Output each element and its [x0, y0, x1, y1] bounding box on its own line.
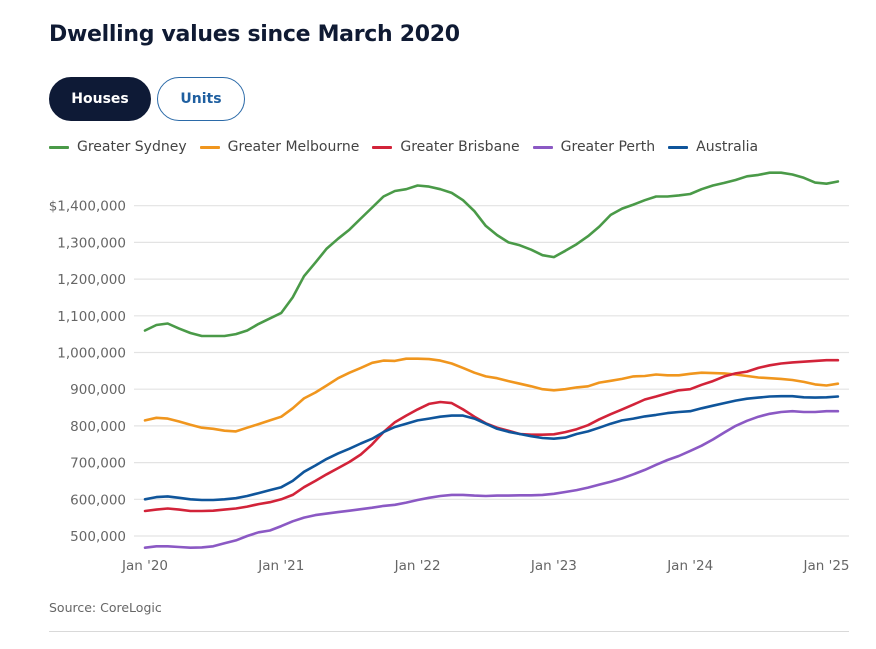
legend-item-perth[interactable]: Greater Perth	[532, 139, 656, 155]
y-tick-label: 700,000	[70, 456, 126, 472]
y-tick-label: 600,000	[70, 492, 126, 508]
legend-label: Greater Perth	[560, 139, 656, 155]
y-tick-label: 1,200,000	[57, 272, 126, 288]
legend-label: Greater Melbourne	[227, 139, 360, 155]
legend-label: Australia	[696, 139, 759, 155]
series-line-greater-sydney[interactable]	[143, 171, 840, 338]
y-tick-label: 1,100,000	[57, 309, 126, 325]
y-tick-label: 800,000	[70, 419, 126, 435]
x-tick-label: Jan '24	[666, 558, 713, 574]
tab-units[interactable]: Units	[157, 77, 245, 121]
y-tick-label: 500,000	[70, 529, 126, 545]
x-axis-ticks: Jan '20 Jan '21 Jan '22 Jan '23 Jan '24 Jan '…	[121, 558, 850, 574]
legend-item-brisbane[interactable]: Greater Brisbane	[372, 139, 520, 155]
legend-label: Greater Sydney	[77, 139, 187, 155]
source-note: Source: CoreLogic	[49, 600, 162, 615]
legend-swatch	[668, 145, 689, 149]
series-lines	[143, 171, 840, 550]
series-line-greater-perth[interactable]	[143, 409, 840, 550]
legend-item-melbourne[interactable]: Greater Melbourne	[199, 139, 360, 155]
chart-title: Dwelling values since March 2020	[49, 22, 460, 47]
y-tick-label: 1,300,000	[57, 235, 126, 251]
series-line-greater-melbourne[interactable]	[143, 357, 840, 433]
x-tick-label: Jan '21	[257, 558, 304, 574]
legend-label: Greater Brisbane	[400, 139, 520, 155]
x-tick-label: Jan '20	[121, 558, 168, 574]
x-tick-label: Jan '22	[394, 558, 441, 574]
series-line-australia[interactable]	[143, 394, 840, 502]
legend-swatch	[532, 145, 553, 149]
y-tick-label: 900,000	[70, 382, 126, 398]
legend-item-sydney[interactable]: Greater Sydney	[49, 139, 187, 155]
y-axis-ticks: 500,000 600,000 700,000 800,000 900,000 1,000…	[49, 199, 126, 545]
dwelling-type-tabs: Houses Units	[49, 77, 245, 121]
y-tick-label: $1,400,000	[49, 199, 126, 215]
legend-swatch	[49, 145, 69, 149]
series-line-greater-brisbane[interactable]	[143, 358, 840, 513]
gridlines	[134, 205, 849, 537]
chart-legend: Greater Sydney Greater Melbourne Greater…	[49, 139, 771, 155]
tab-houses[interactable]: Houses	[49, 77, 151, 121]
divider	[49, 631, 849, 632]
legend-swatch	[372, 145, 393, 149]
legend-item-australia[interactable]: Australia	[668, 139, 758, 155]
legend-swatch	[199, 145, 220, 149]
x-tick-label: Jan '23	[530, 558, 577, 574]
x-tick-label: Jan '25	[803, 558, 850, 574]
y-tick-label: 1,000,000	[57, 346, 126, 362]
